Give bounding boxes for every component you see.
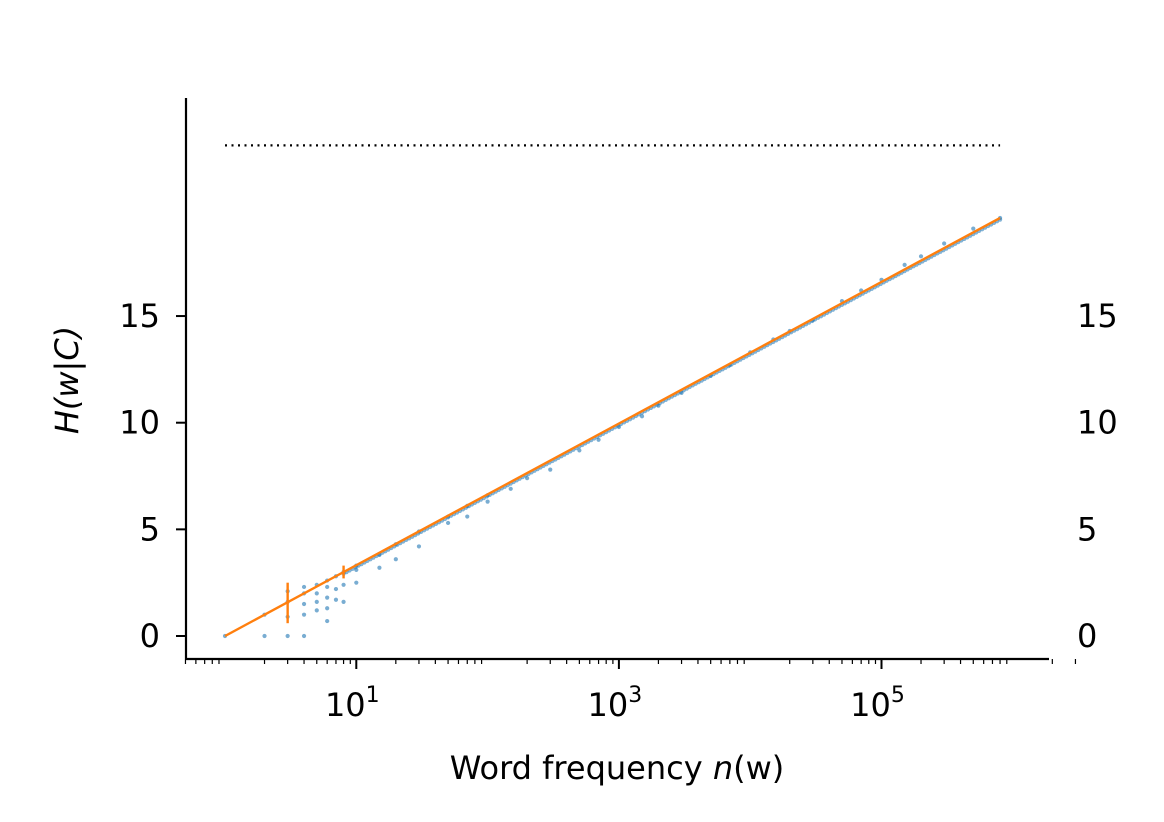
- y-axis-label: H(w|C): [48, 326, 86, 434]
- scatter-point: [465, 514, 470, 519]
- scatter-point: [262, 633, 267, 639]
- scatter-point: [616, 424, 622, 430]
- y-tick-label: 0: [140, 617, 160, 655]
- scatter-point: [325, 584, 330, 590]
- scatter-point: [341, 599, 346, 604]
- x-tick-label: 103: [588, 683, 643, 724]
- scatter-point: [639, 414, 645, 419]
- scatter-point: [416, 544, 422, 549]
- scatter-point: [354, 580, 359, 585]
- scatter-point: [333, 586, 339, 592]
- scatter-point: [679, 390, 684, 395]
- scatter-point: [333, 597, 339, 602]
- scatter-point: [508, 486, 513, 491]
- scatter-point: [285, 633, 290, 639]
- y-tick-label-right: 15: [1077, 297, 1118, 335]
- scatter-point: [314, 608, 319, 613]
- plot-area: [222, 144, 1003, 639]
- scatter-point: [902, 262, 907, 267]
- scatter-point: [301, 601, 307, 607]
- scatter-point: [301, 633, 307, 639]
- scatter-point: [341, 582, 346, 587]
- scatter-point: [301, 584, 307, 590]
- scatter-point: [942, 241, 947, 246]
- scatter-point: [656, 403, 661, 408]
- scatter-point: [577, 448, 582, 453]
- x-axis-label: Word frequency n(w): [450, 749, 785, 787]
- scatter-point: [393, 557, 398, 562]
- y-tick-label: 10: [119, 404, 160, 442]
- y-tick-label-right: 10: [1077, 404, 1118, 442]
- scatter-point: [445, 520, 451, 526]
- y-tick-label: 5: [140, 510, 160, 548]
- scatter-point: [596, 437, 601, 442]
- scatter-point: [918, 254, 924, 259]
- scatter-point: [325, 595, 330, 600]
- scatter-point: [314, 599, 319, 604]
- y-tick-label-right: 0: [1077, 617, 1097, 655]
- scatter-point: [354, 567, 359, 572]
- scatter-point: [325, 618, 330, 624]
- scatter-point: [971, 226, 976, 231]
- scatter-point: [525, 476, 530, 481]
- scatter-point: [485, 499, 490, 504]
- scatter-point: [325, 606, 330, 611]
- scatter-point: [377, 565, 382, 570]
- x-tick-label: 101: [325, 683, 380, 724]
- fit-line: [224, 216, 1001, 638]
- y-tick-label-right: 5: [1077, 510, 1097, 548]
- scatter-point: [301, 612, 307, 617]
- x-tick-label: 105: [850, 683, 905, 724]
- scatter-point: [548, 467, 553, 472]
- scatter-point: [314, 591, 319, 596]
- y-tick-label: 15: [119, 297, 160, 335]
